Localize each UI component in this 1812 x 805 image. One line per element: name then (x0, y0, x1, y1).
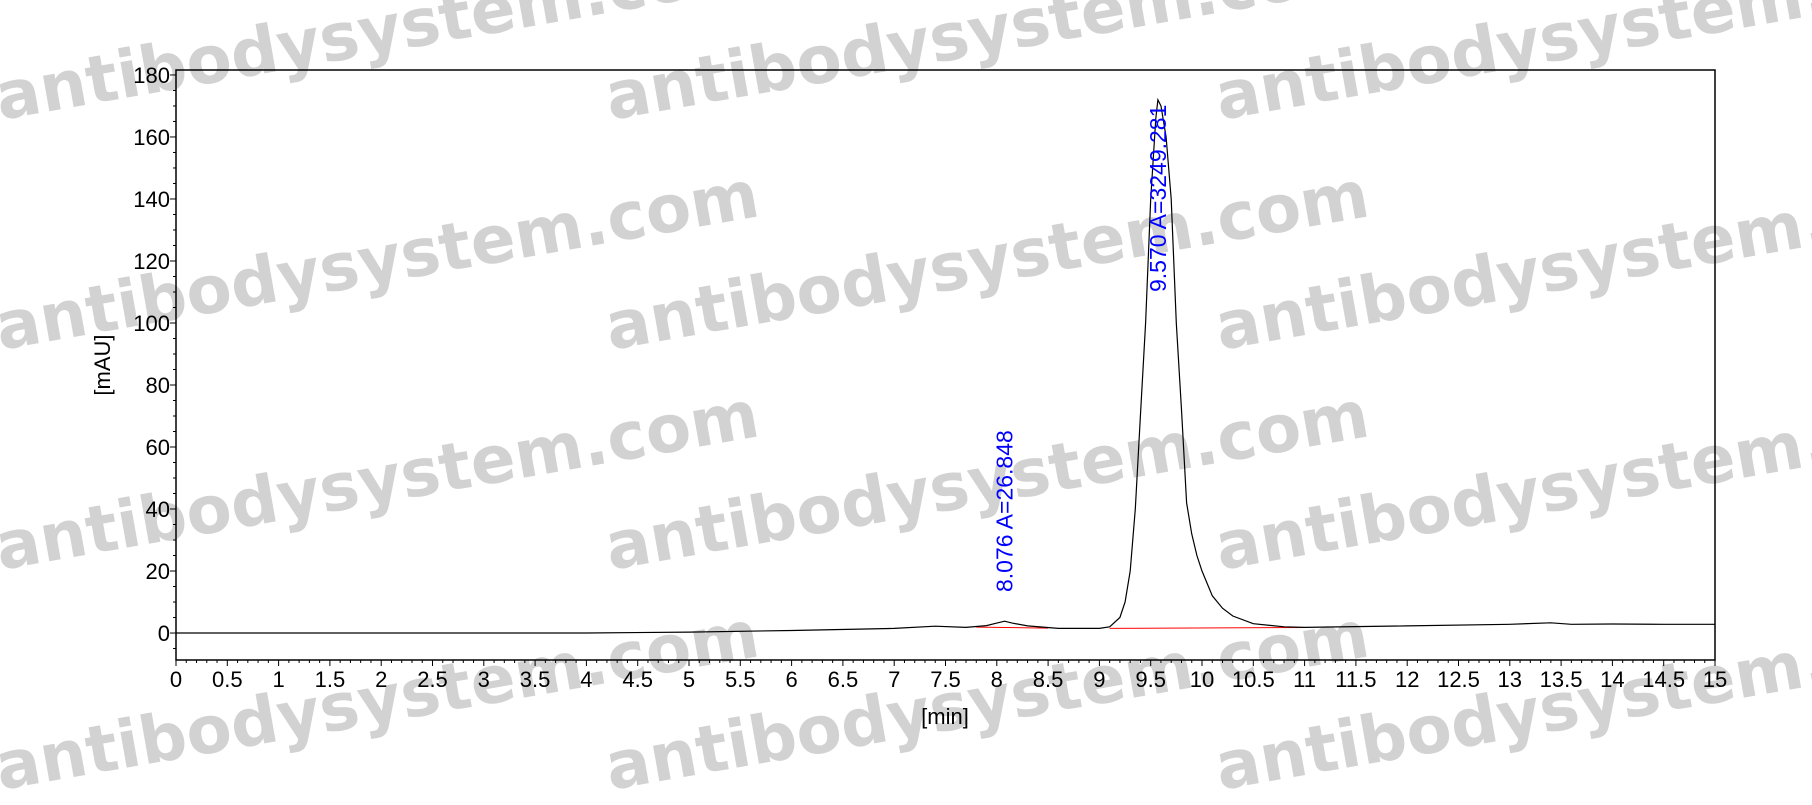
y-tick-label: 0 (158, 621, 170, 646)
x-tick-label: 15 (1703, 667, 1727, 692)
y-tick-label: 80 (146, 373, 170, 398)
integration-baselines (976, 626, 1305, 629)
x-tick-label: 11 (1293, 667, 1316, 692)
y-tick-label: 40 (146, 497, 170, 522)
x-tick-label: 7 (888, 667, 900, 692)
y-tick-label: 160 (133, 125, 170, 150)
x-tick-label: 1 (272, 667, 284, 692)
x-tick-label: 9.5 (1135, 667, 1166, 692)
peak-label: 9.570 A=3249.281 (1145, 105, 1171, 292)
x-tick-label: 3.5 (520, 667, 551, 692)
x-tick-label: 12 (1395, 667, 1419, 692)
x-tick-label: 4.5 (622, 667, 653, 692)
x-tick-label: 4 (580, 667, 592, 692)
y-tick-label: 180 (133, 63, 170, 88)
x-tick-label: 8.5 (1033, 667, 1064, 692)
x-tick-label: 8 (991, 667, 1003, 692)
x-tick-label: 0 (170, 667, 182, 692)
plot-frame (175, 69, 1716, 661)
y-tick-label: 60 (146, 435, 170, 460)
peak-labels: 8.076 A=26.848 9.570 A=3249.281 (992, 105, 1171, 592)
x-axis-title: [min] (921, 704, 969, 729)
x-tick-label: 12.5 (1437, 667, 1480, 692)
x-tick-label: 5.5 (725, 667, 756, 692)
y-tick-label: 140 (133, 187, 170, 212)
axis-ticks (170, 74, 1716, 666)
x-tick-label: 1.5 (315, 667, 346, 692)
integration-baseline (1109, 626, 1305, 629)
integration-baseline (976, 626, 1049, 629)
x-tick-label: 13.5 (1540, 667, 1583, 692)
peak-label: 8.076 A=26.848 (992, 430, 1018, 592)
x-tick-label: 5 (683, 667, 695, 692)
x-tick-label: 9 (1093, 667, 1105, 692)
x-tick-label: 6.5 (828, 667, 859, 692)
x-tick-label: 11.5 (1335, 667, 1376, 692)
chromatogram-trace (176, 97, 1715, 634)
y-tick-label: 20 (146, 559, 170, 584)
y-axis-title: [mAU] (90, 334, 115, 395)
x-tick-labels: 0 0.5 1 1.5 2 2.5 3 3.5 4 4.5 5 5.5 6 6.5 7 7.5 8 8.5 9 9.5… (170, 667, 1727, 692)
x-tick-label: 3 (478, 667, 490, 692)
watermark-text: antibodysystem.com (1209, 0, 1812, 136)
x-tick-label: 13 (1498, 667, 1522, 692)
x-tick-label: 14 (1600, 667, 1624, 692)
x-tick-label: 6 (785, 667, 797, 692)
x-tick-label: 7.5 (930, 667, 961, 692)
y-tick-label: 100 (133, 311, 170, 336)
x-tick-label: 2.5 (417, 667, 448, 692)
x-tick-label: 10.5 (1232, 667, 1275, 692)
x-tick-label: 14.5 (1642, 667, 1685, 692)
x-tick-label: 10 (1190, 667, 1214, 692)
x-tick-label: 2 (375, 667, 387, 692)
x-tick-label: 0.5 (212, 667, 243, 692)
y-tick-label: 120 (133, 249, 170, 274)
y-tick-labels: 0 20 40 60 80 100 120 140 160 180 (133, 63, 170, 646)
